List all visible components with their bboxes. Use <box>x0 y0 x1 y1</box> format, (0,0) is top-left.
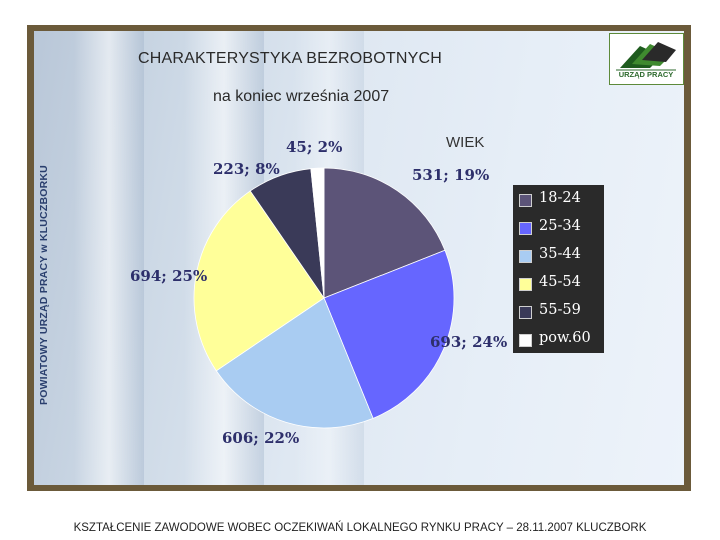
legend-swatch-35-44 <box>519 250 532 263</box>
pie-slice-45-54 <box>193 190 325 372</box>
legend-item-35-44: 35-44 <box>519 246 603 268</box>
legend-swatch-25-34 <box>519 222 532 235</box>
legend-item-18-24: 18-24 <box>519 190 603 212</box>
data-label-45-54: 694; 25% <box>130 267 208 285</box>
legend-item-25-34: 25-34 <box>519 218 603 240</box>
legend-swatch-45-54 <box>519 278 532 291</box>
data-label-pow.60: 45; 2% <box>286 138 343 156</box>
chart-legend: 18-24 25-34 35-44 45-54 55-59 pow.60 <box>513 185 604 353</box>
data-label-18-24: 531; 19% <box>412 166 490 184</box>
labor-office-logo-icon <box>609 33 684 85</box>
data-label-35-44: 606; 22% <box>222 429 300 447</box>
data-label-55-59: 223; 8% <box>213 160 280 178</box>
legend-label-pow.60: pow.60 <box>539 330 591 346</box>
pie-slice-pow.60 <box>310 167 325 299</box>
pie-slice-18-24 <box>323 167 446 299</box>
data-label-25-34: 693; 24% <box>430 333 508 351</box>
legend-label-18-24: 18-24 <box>539 190 581 206</box>
legend-label-25-34: 25-34 <box>539 218 581 234</box>
pie-slice-35-44 <box>215 297 374 429</box>
legend-swatch-pow.60 <box>519 334 532 347</box>
legend-item-45-54: 45-54 <box>519 274 603 296</box>
footer-text: KSZTAŁCENIE ZAWODOWE WOBEC OCZEKIWAŃ LOK… <box>73 522 647 534</box>
pie-slice-25-34 <box>323 249 455 419</box>
page-title: CHARAKTERYSTYKA BEZROBOTNYCH <box>138 50 443 67</box>
legend-swatch-18-24 <box>519 194 532 207</box>
logo-text: URZĄD PRACY <box>618 70 674 79</box>
legend-label-35-44: 35-44 <box>539 246 581 262</box>
legend-swatch-55-59 <box>519 306 532 319</box>
page-subtitle: na koniec września 2007 <box>213 88 390 105</box>
legend-label-55-59: 55-59 <box>539 302 581 318</box>
legend-label-45-54: 45-54 <box>539 274 581 290</box>
chart-title: WIEK <box>446 134 485 151</box>
legend-item-pow.60: pow.60 <box>519 330 603 352</box>
legend-item-55-59: 55-59 <box>519 302 603 324</box>
